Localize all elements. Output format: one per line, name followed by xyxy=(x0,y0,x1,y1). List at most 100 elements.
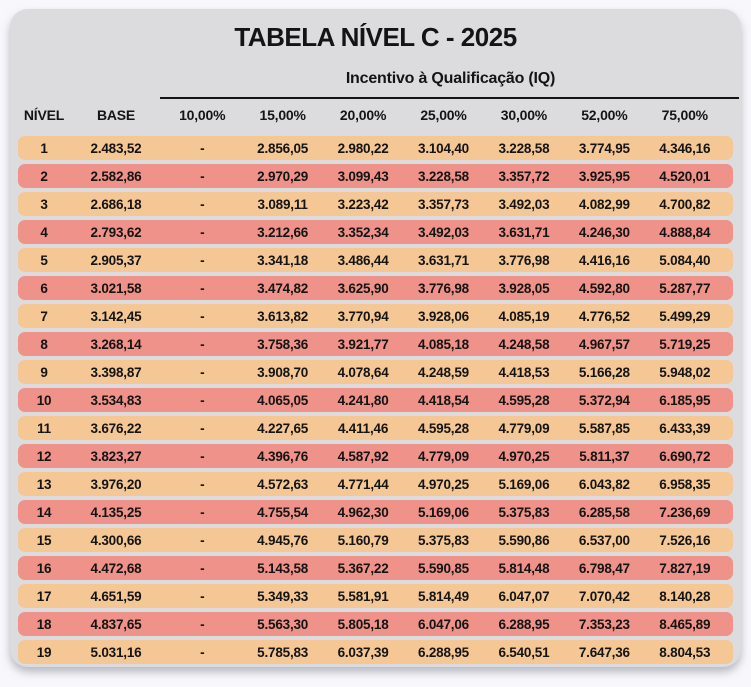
table-row: 12 3.823,27 - 4.396,76 4.587,92 4.779,09 4.970… xyxy=(18,444,733,468)
level-cell: 11 xyxy=(37,420,51,436)
base-cell: 3.142,45 xyxy=(90,308,142,324)
value-cell: - xyxy=(200,168,205,184)
level-cell: 6 xyxy=(40,280,48,296)
value-cell: 7.647,36 xyxy=(578,644,630,660)
value-cell: 7.236,69 xyxy=(659,504,711,520)
base-cell: 3.268,14 xyxy=(90,336,142,352)
base-cell: 4.135,25 xyxy=(90,504,142,520)
base-cell: 2.686,18 xyxy=(90,196,142,212)
value-cell: 5.367,22 xyxy=(337,560,389,576)
base-cell: 4.472,68 xyxy=(90,560,142,576)
value-cell: 3.776,98 xyxy=(418,280,469,296)
value-cell: 4.241,80 xyxy=(337,392,389,408)
value-cell: - xyxy=(200,392,205,408)
base-cell: 3.676,22 xyxy=(90,420,142,436)
value-cell: 4.970,25 xyxy=(498,448,550,464)
value-cell: 3.492,03 xyxy=(498,196,550,212)
value-cell: 5.375,83 xyxy=(418,532,469,548)
value-cell: 3.486,44 xyxy=(337,252,389,268)
base-cell: 3.021,58 xyxy=(90,280,142,296)
page-title: TABELA NÍVEL C - 2025 xyxy=(234,22,517,52)
table-row: 4 2.793,62 - 3.212,66 3.352,34 3.492,03 3.631,… xyxy=(18,220,733,244)
value-cell: 4.771,44 xyxy=(337,476,389,492)
value-cell: 6.288,95 xyxy=(418,644,469,660)
value-cell: 4.776,52 xyxy=(578,308,630,324)
level-cell: 9 xyxy=(40,364,48,380)
value-cell: 4.411,46 xyxy=(337,420,389,436)
value-cell: - xyxy=(200,616,205,632)
value-cell: 6.047,07 xyxy=(498,588,550,604)
table-row: 11 3.676,22 - 4.227,65 4.411,46 4.595,28 4.779… xyxy=(18,416,733,440)
value-cell: 4.082,99 xyxy=(578,196,630,212)
value-cell: 5.948,02 xyxy=(659,364,711,380)
value-cell: 4.248,59 xyxy=(418,364,469,380)
value-cell: 3.925,95 xyxy=(578,168,630,184)
value-cell: 3.928,05 xyxy=(498,280,550,296)
value-cell: 4.700,82 xyxy=(659,196,711,212)
value-cell: 6.540,51 xyxy=(498,644,550,660)
table-row: 1 2.483,52 - 2.856,05 2.980,22 3.104,40 3.228,… xyxy=(18,136,733,160)
value-cell: 4.962,30 xyxy=(337,504,389,520)
base-cell: 2.483,52 xyxy=(90,140,142,156)
level-cell: 8 xyxy=(40,336,48,352)
value-cell: 4.595,28 xyxy=(498,392,550,408)
value-cell: 7.070,42 xyxy=(578,588,630,604)
value-cell: 4.078,64 xyxy=(337,364,389,380)
level-cell: 5 xyxy=(40,252,48,268)
value-cell: 3.223,42 xyxy=(337,196,389,212)
value-cell: - xyxy=(200,476,205,492)
value-cell: - xyxy=(200,364,205,380)
value-cell: 6.285,58 xyxy=(578,504,630,520)
value-cell: - xyxy=(200,560,205,576)
value-cell: 3.613,82 xyxy=(257,308,309,324)
value-cell: 3.908,70 xyxy=(257,364,309,380)
base-cell: 4.837,65 xyxy=(90,616,142,632)
value-cell: 5.499,29 xyxy=(659,308,711,324)
base-cell: 3.398,87 xyxy=(90,364,142,380)
value-cell: 5.563,30 xyxy=(257,616,309,632)
value-cell: - xyxy=(200,224,205,240)
level-cell: 15 xyxy=(36,532,52,548)
value-cell: 3.228,58 xyxy=(498,140,550,156)
value-cell: 4.970,25 xyxy=(418,476,469,492)
column-header-75-00-: 75,00% xyxy=(661,107,708,123)
base-cell: 4.651,59 xyxy=(90,588,142,604)
value-cell: 5.084,40 xyxy=(659,252,711,268)
value-cell: 4.779,09 xyxy=(418,448,469,464)
value-cell: 6.690,72 xyxy=(659,448,711,464)
value-cell: 3.357,73 xyxy=(418,196,469,212)
level-cell: 14 xyxy=(36,504,52,520)
table-row: 5 2.905,37 - 3.341,18 3.486,44 3.631,71 3.776,… xyxy=(18,248,733,272)
value-cell: 8.140,28 xyxy=(659,588,711,604)
column-header-base: BASE xyxy=(96,107,136,123)
value-cell: - xyxy=(200,588,205,604)
base-cell: 2.793,62 xyxy=(90,224,142,240)
base-cell: 4.300,66 xyxy=(90,532,142,548)
value-cell: 4.418,53 xyxy=(498,364,550,380)
value-cell: 5.581,91 xyxy=(337,588,389,604)
value-cell: 3.341,18 xyxy=(257,252,309,268)
column-header-30-00-: 30,00% xyxy=(500,107,548,123)
value-cell: 3.474,82 xyxy=(257,280,309,296)
base-cell: 2.905,37 xyxy=(90,252,142,268)
value-cell: 6.958,35 xyxy=(659,476,711,492)
value-cell: 3.099,43 xyxy=(337,168,389,184)
level-cell: 19 xyxy=(36,644,52,660)
value-cell: 4.587,92 xyxy=(337,448,389,464)
table-body: 1 2.483,52 - 2.856,05 2.980,22 3.104,40 3.228,… xyxy=(18,136,733,668)
value-cell: 3.758,36 xyxy=(257,336,309,352)
value-cell: - xyxy=(200,420,205,436)
value-cell: 5.805,18 xyxy=(337,616,389,632)
value-cell: 2.856,05 xyxy=(257,140,309,156)
value-cell: - xyxy=(200,252,205,268)
value-cell: 3.928,06 xyxy=(418,308,469,324)
value-cell: 5.814,49 xyxy=(418,588,469,604)
value-cell: 3.776,98 xyxy=(498,252,550,268)
table-row: 14 4.135,25 - 4.755,54 4.962,30 5.169,06 5.375… xyxy=(18,500,733,524)
table-row: 9 3.398,87 - 3.908,70 4.078,64 4.248,59 4.418,… xyxy=(18,360,733,384)
value-cell: 8.804,53 xyxy=(659,644,711,660)
column-header-10-00-: 10,00% xyxy=(179,107,226,123)
value-cell: 3.357,72 xyxy=(498,168,550,184)
value-cell: 7.526,16 xyxy=(659,532,711,548)
table-row: 13 3.976,20 - 4.572,63 4.771,44 4.970,25 5.169… xyxy=(18,472,733,496)
